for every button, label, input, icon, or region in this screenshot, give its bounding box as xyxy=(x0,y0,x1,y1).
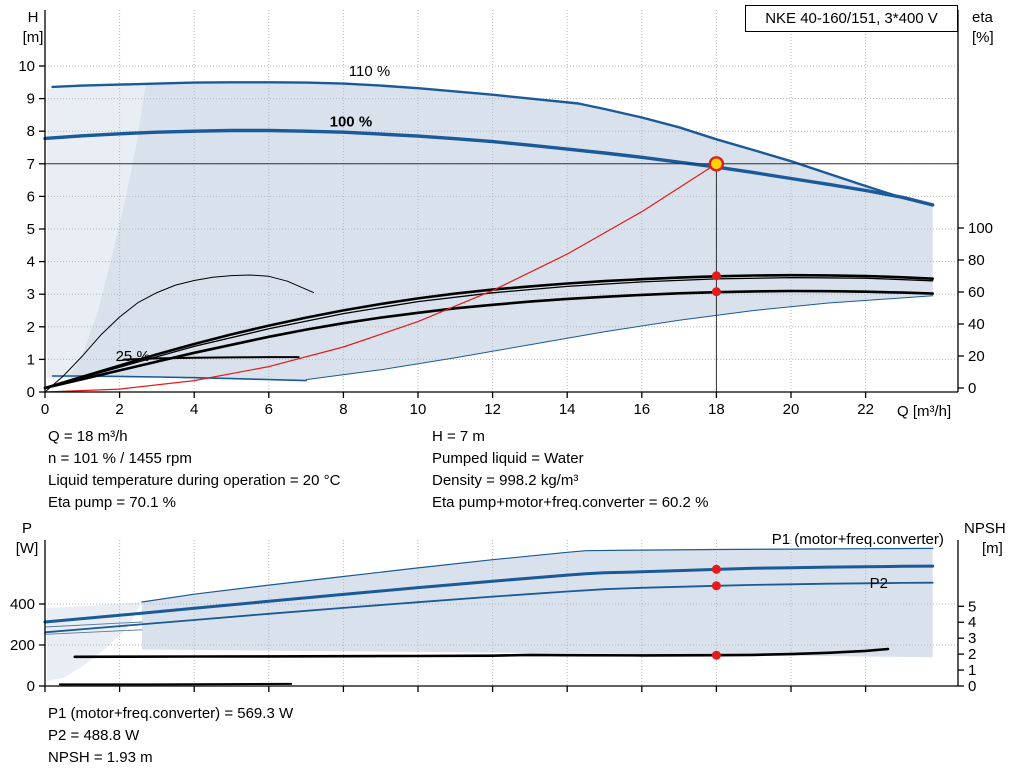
curve-100pct xyxy=(43,128,935,207)
p-speed-line-a xyxy=(44,621,143,628)
axis-title-label: [m] xyxy=(23,29,44,46)
y-left-tick-label: 6 xyxy=(27,188,35,205)
duty-info-left: Q = 18 m³/h n = 101 % / 1455 rpm Liquid … xyxy=(48,426,340,514)
duty-info-right: H = 7 m Pumped liquid = Water Density = … xyxy=(432,426,708,514)
eta-total-curve xyxy=(43,289,935,390)
envelope-main xyxy=(142,548,933,658)
axis-title-label: [m] xyxy=(982,540,1003,557)
readout-flow: Q = 18 m³/h xyxy=(48,428,128,445)
y-left-tick-label: 2 xyxy=(27,319,35,336)
eta-pump-curve xyxy=(43,273,935,390)
curve-label: 25 % xyxy=(116,348,150,365)
curve-25pct-head-line xyxy=(122,356,300,361)
y-right-tick-label: 20 xyxy=(968,348,985,365)
npsh-low-speed-line xyxy=(58,682,293,686)
readout-p2: P2 = 488.8 W xyxy=(48,727,140,744)
readout-speed: n = 101 % / 1455 rpm xyxy=(48,450,192,467)
y-right-tick-label: 3 xyxy=(968,630,976,647)
y-left-tick-label: 10 xyxy=(18,58,35,75)
eta-total-point xyxy=(711,287,721,297)
envelope-pale xyxy=(46,602,142,681)
envelope-main xyxy=(67,82,933,380)
x-tick-label: 16 xyxy=(633,401,650,418)
eta-pump-point xyxy=(711,271,721,281)
curve-label: P2 xyxy=(870,575,888,592)
curve-label: 110 % xyxy=(349,63,390,80)
curve-label: P1 (motor+freq.converter) xyxy=(772,531,944,548)
p2-curve xyxy=(44,581,934,634)
y-left-tick-label: 200 xyxy=(10,637,35,654)
y-right-tick-label: 5 xyxy=(968,598,976,615)
readout-pumped-liquid: Pumped liquid = Water xyxy=(432,450,584,467)
system-curve xyxy=(44,163,718,393)
p-110-boundary xyxy=(141,547,934,603)
readout-eta-pump: Eta pump = 70.1 % xyxy=(48,494,176,511)
eta-mid-curve xyxy=(44,276,934,389)
pump-model-title-box: NKE 40-160/151, 3*400 V xyxy=(745,5,958,32)
p-speed-line-b xyxy=(44,629,143,635)
p1-point xyxy=(711,564,721,574)
readout-npsh: NPSH = 1.93 m xyxy=(48,749,153,766)
axis-title-label: NPSH xyxy=(964,520,1006,537)
curve-label: 100 % xyxy=(330,113,373,130)
y-right-tick-label: 0 xyxy=(968,678,976,695)
y-left-tick-label: 0 xyxy=(27,384,35,401)
y-left-tick-label: 400 xyxy=(10,596,35,613)
axis-title-label: H xyxy=(28,9,39,26)
y-right-tick-label: 2 xyxy=(968,646,976,663)
axis-title-label: eta xyxy=(972,9,994,26)
result-readouts: P1 (motor+freq.converter) = 569.3 W P2 =… xyxy=(48,703,293,769)
axis-title-label: [%] xyxy=(972,29,994,46)
x-tick-label: 0 xyxy=(41,401,49,418)
y-right-tick-label: 0 xyxy=(968,380,976,397)
y-right-tick-label: 60 xyxy=(968,284,985,301)
eta-arc-reduced-speed xyxy=(44,274,315,393)
readout-liquid-temp: Liquid temperature during operation = 20… xyxy=(48,472,341,489)
readout-head: H = 7 m xyxy=(432,428,485,445)
readout-eta-total: Eta pump+motor+freq.converter = 60.2 % xyxy=(432,494,709,511)
pump-model-label: NKE 40-160/151, 3*400 V xyxy=(765,10,938,27)
y-right-tick-label: 4 xyxy=(968,614,976,631)
y-left-tick-label: 9 xyxy=(27,91,35,108)
x-tick-label: 2 xyxy=(115,401,123,418)
x-tick-label: 6 xyxy=(265,401,273,418)
axis-title-label: [W] xyxy=(16,540,39,557)
readout-p1: P1 (motor+freq.converter) = 569.3 W xyxy=(48,705,294,722)
axis-title-label: P xyxy=(22,520,32,537)
x-tick-label: 10 xyxy=(410,401,427,418)
npsh-point xyxy=(711,650,721,660)
curve-110pct xyxy=(51,81,934,207)
envelope-pale xyxy=(46,84,146,379)
x-tick-label: 8 xyxy=(339,401,347,418)
duty-point[interactable] xyxy=(708,156,725,172)
axis-title-label: Q [m³/h] xyxy=(897,403,951,420)
y-right-tick-label: 80 xyxy=(968,252,985,269)
y-left-tick-label: 4 xyxy=(27,254,35,271)
y-left-tick-label: 5 xyxy=(27,221,35,238)
p2-point xyxy=(711,581,721,591)
readout-density: Density = 998.2 kg/m³ xyxy=(432,472,579,489)
x-tick-label: 20 xyxy=(783,401,800,418)
y-left-tick-label: 8 xyxy=(27,123,35,140)
y-right-tick-label: 100 xyxy=(968,220,993,237)
y-left-tick-label: 1 xyxy=(27,351,35,368)
x-tick-label: 18 xyxy=(708,401,725,418)
x-tick-label: 14 xyxy=(559,401,576,418)
y-right-tick-label: 40 xyxy=(968,316,985,333)
npsh-curve xyxy=(73,647,890,659)
p1-curve xyxy=(43,564,935,624)
y-left-tick-label: 7 xyxy=(27,156,35,173)
x-tick-label: 4 xyxy=(190,401,198,418)
y-left-tick-label: 3 xyxy=(27,286,35,303)
x-tick-label: 12 xyxy=(484,401,501,418)
y-left-tick-label: 0 xyxy=(27,678,35,695)
x-tick-label: 22 xyxy=(857,401,874,418)
y-right-tick-label: 1 xyxy=(968,662,976,679)
envelope-lower-boundary xyxy=(305,295,934,381)
